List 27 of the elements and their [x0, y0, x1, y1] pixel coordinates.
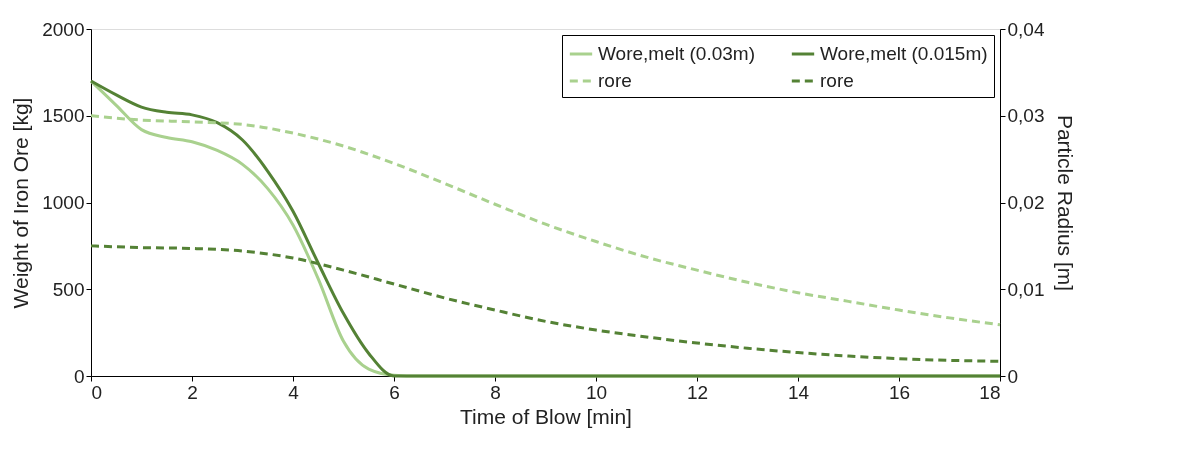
x-tick-label: 14	[787, 381, 810, 403]
y-tick-label: 1000	[42, 192, 85, 213]
y2-tick-label: 0,03	[1007, 105, 1045, 127]
y2-axis-title: Particle Radius [m]	[1054, 114, 1078, 292]
x-axis-title: Time of Blow [min]	[460, 404, 632, 428]
x-tick-label: 4	[288, 381, 300, 403]
y2-tick-label: 0,02	[1007, 192, 1045, 213]
y2-tick-label: 0,04	[1007, 18, 1045, 40]
y-tick-label: 2000	[42, 18, 85, 40]
y-tick-label: 500	[52, 278, 85, 300]
y-tick-label: 1500	[42, 105, 85, 127]
y2-tick-label: 0,01	[1007, 278, 1045, 300]
legend-label: Wore,melt (0.015m)	[820, 43, 988, 64]
x-tick-label: 18	[979, 381, 1001, 403]
x-tick-label: 0	[91, 381, 103, 403]
x-tick-label: 12	[686, 381, 709, 403]
x-tick-label: 2	[187, 381, 198, 403]
legend-label: Wore,melt (0.03m)	[598, 43, 755, 64]
legend-label: rore	[598, 70, 632, 91]
y2-tick-label: 0	[1007, 365, 1019, 387]
x-tick-label: 6	[389, 381, 400, 403]
x-tick-label: 10	[585, 381, 608, 403]
x-tick-label: 16	[888, 381, 911, 403]
y-tick-label: 0	[73, 365, 85, 387]
legend-label: rore	[820, 70, 854, 91]
y-axis-title: Weight of Iron Ore [kg]	[9, 97, 33, 309]
x-tick-label: 8	[490, 381, 501, 403]
